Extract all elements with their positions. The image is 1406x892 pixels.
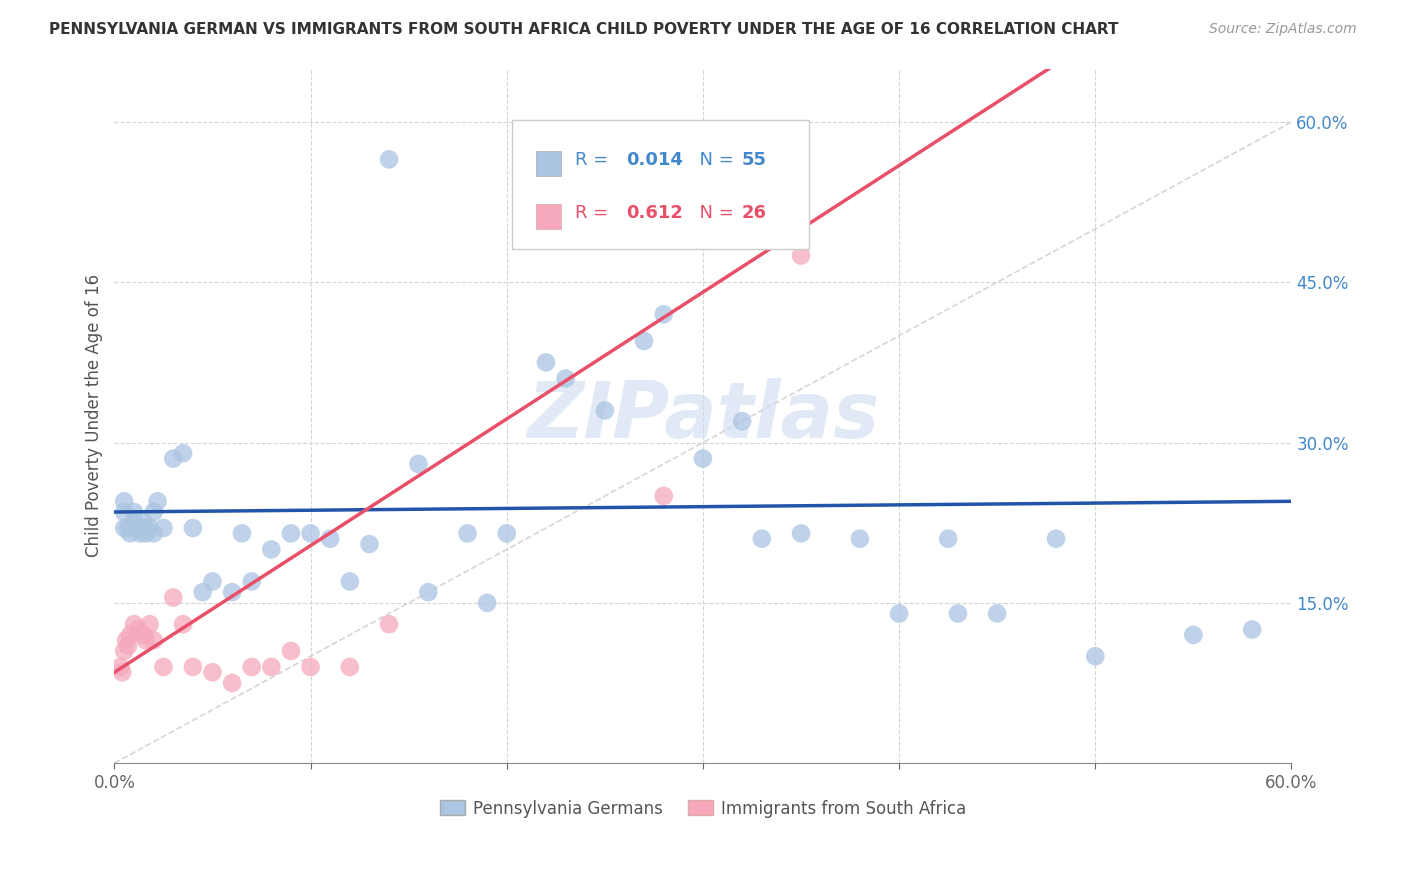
Point	[339, 574, 361, 589]
Point	[633, 334, 655, 348]
Text: ZIPatlas: ZIPatlas	[527, 378, 879, 454]
Point	[142, 633, 165, 648]
Text: 0.014: 0.014	[626, 151, 683, 169]
Text: Source: ZipAtlas.com: Source: ZipAtlas.com	[1209, 22, 1357, 37]
Point	[280, 644, 302, 658]
Point	[692, 451, 714, 466]
Point	[731, 414, 754, 428]
Point	[790, 248, 813, 262]
Point	[849, 532, 872, 546]
Point	[240, 574, 263, 589]
Point	[127, 623, 149, 637]
Point	[319, 532, 342, 546]
Point	[127, 521, 149, 535]
Text: N =: N =	[688, 151, 740, 169]
Point	[122, 505, 145, 519]
Point	[495, 526, 517, 541]
Text: 55: 55	[741, 151, 766, 169]
Point	[652, 489, 675, 503]
Point	[418, 585, 440, 599]
Point	[132, 516, 155, 530]
Point	[138, 521, 160, 535]
Point	[408, 457, 430, 471]
Text: R =: R =	[575, 151, 614, 169]
Point	[280, 526, 302, 541]
Point	[475, 596, 498, 610]
Point	[172, 446, 194, 460]
Point	[378, 617, 401, 632]
Point	[115, 633, 138, 648]
Point	[146, 494, 169, 508]
Point	[221, 676, 243, 690]
Point	[120, 628, 142, 642]
Point	[181, 521, 204, 535]
Point	[122, 617, 145, 632]
Point	[887, 607, 910, 621]
Y-axis label: Child Poverty Under the Age of 16: Child Poverty Under the Age of 16	[86, 274, 103, 558]
Point	[1045, 532, 1067, 546]
Point	[152, 660, 174, 674]
Point	[142, 526, 165, 541]
Point	[221, 585, 243, 599]
Point	[1084, 649, 1107, 664]
Point	[986, 607, 1008, 621]
Point	[751, 532, 773, 546]
Point	[132, 628, 155, 642]
Point	[117, 639, 139, 653]
Text: R =: R =	[575, 203, 614, 221]
Point	[135, 633, 157, 648]
Point	[790, 526, 813, 541]
Point	[201, 665, 224, 680]
Point	[299, 660, 322, 674]
Point	[120, 526, 142, 541]
Point	[240, 660, 263, 674]
Point	[359, 537, 381, 551]
Point	[378, 153, 401, 167]
Point	[112, 494, 135, 508]
Point	[129, 526, 152, 541]
Point	[201, 574, 224, 589]
Point	[112, 644, 135, 658]
Point	[122, 516, 145, 530]
Point	[117, 521, 139, 535]
Point	[457, 526, 479, 541]
Point	[135, 526, 157, 541]
Point	[260, 660, 283, 674]
Point	[110, 660, 132, 674]
Point	[191, 585, 214, 599]
Point	[1182, 628, 1205, 642]
Point	[534, 355, 557, 369]
Point	[299, 526, 322, 541]
Point	[132, 521, 155, 535]
Point	[162, 591, 184, 605]
Point	[142, 505, 165, 519]
Legend: Pennsylvania Germans, Immigrants from South Africa: Pennsylvania Germans, Immigrants from So…	[433, 793, 973, 824]
Point	[339, 660, 361, 674]
Point	[181, 660, 204, 674]
Point	[162, 451, 184, 466]
Text: 26: 26	[741, 203, 766, 221]
Text: N =: N =	[688, 203, 740, 221]
Text: 0.612: 0.612	[626, 203, 683, 221]
Point	[593, 403, 616, 417]
Point	[138, 617, 160, 632]
Point	[152, 521, 174, 535]
Point	[946, 607, 969, 621]
Point	[231, 526, 253, 541]
Text: PENNSYLVANIA GERMAN VS IMMIGRANTS FROM SOUTH AFRICA CHILD POVERTY UNDER THE AGE : PENNSYLVANIA GERMAN VS IMMIGRANTS FROM S…	[49, 22, 1119, 37]
Point	[111, 665, 134, 680]
Point	[112, 521, 135, 535]
Point	[172, 617, 194, 632]
Point	[112, 505, 135, 519]
Point	[652, 307, 675, 321]
Point	[554, 371, 576, 385]
Point	[936, 532, 959, 546]
Point	[260, 542, 283, 557]
Point	[1241, 623, 1264, 637]
